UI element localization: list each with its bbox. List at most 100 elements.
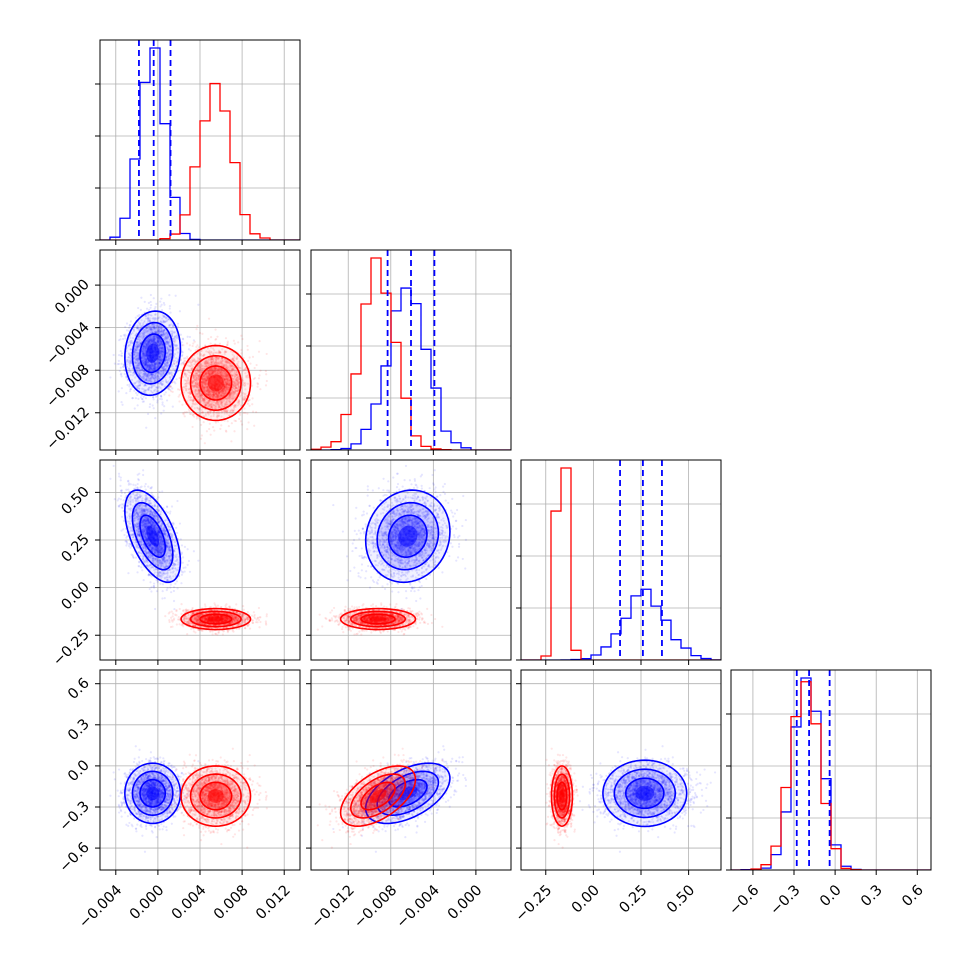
- scatter-point: [152, 339, 155, 342]
- scatter-point: [142, 334, 146, 337]
- scatter-point: [156, 389, 159, 393]
- scatter-point: [144, 364, 148, 367]
- scatter-point: [137, 397, 140, 400]
- scatter-point: [137, 329, 140, 332]
- scatter-point: [168, 294, 171, 297]
- scatter-point: [148, 366, 151, 369]
- scatter-point: [232, 366, 235, 369]
- scatter-point: [146, 372, 149, 376]
- scatter-point: [131, 331, 134, 335]
- scatter-point: [154, 313, 157, 316]
- scatter-point: [205, 430, 209, 433]
- scatter-point: [137, 351, 140, 354]
- scatter-point: [165, 317, 168, 320]
- scatter-point: [149, 376, 152, 380]
- scatter-point: [168, 357, 171, 360]
- scatter-point: [145, 361, 148, 365]
- scatter-point: [196, 324, 199, 327]
- scatter-point: [153, 379, 157, 383]
- scatter-point: [133, 357, 136, 360]
- scatter-point: [246, 374, 249, 377]
- scatter-point: [198, 418, 201, 421]
- scatter-point: [227, 425, 230, 428]
- scatter-point: [219, 394, 222, 397]
- scatter-point: [157, 375, 160, 378]
- scatter-point: [181, 561, 184, 564]
- scatter-point: [151, 364, 154, 367]
- scatter-point: [210, 372, 213, 376]
- scatter-point: [129, 356, 132, 359]
- scatter-point: [127, 367, 131, 370]
- scatter-point: [143, 360, 147, 363]
- scatter-point: [212, 391, 215, 394]
- scatter-point: [235, 373, 238, 376]
- scatter-point: [182, 344, 185, 347]
- scatter-point: [138, 364, 141, 367]
- scatter-point: [160, 352, 163, 356]
- scatter-point: [200, 367, 203, 371]
- scatter-point: [144, 352, 147, 355]
- scatter-point: [146, 375, 149, 378]
- scatter-point: [225, 430, 228, 433]
- scatter-point: [136, 338, 139, 341]
- scatter-point: [153, 324, 156, 327]
- scatter-point: [133, 350, 136, 353]
- scatter-point: [199, 437, 203, 440]
- scatter-point: [145, 375, 149, 378]
- scatter-point: [159, 359, 162, 362]
- scatter-point: [140, 325, 143, 328]
- scatter-point: [145, 347, 148, 350]
- scatter-point: [138, 339, 142, 342]
- scatter-point: [224, 382, 227, 385]
- scatter-point: [142, 369, 146, 372]
- scatter-point: [146, 337, 150, 341]
- scatter-point: [122, 365, 125, 368]
- scatter-point: [202, 374, 205, 377]
- scatter-point: [130, 362, 133, 365]
- scatter-point: [147, 317, 150, 320]
- scatter-point: [148, 339, 151, 342]
- scatter-point: [173, 335, 176, 338]
- scatter-point: [238, 400, 241, 403]
- scatter-point: [167, 357, 171, 360]
- scatter-point: [161, 372, 165, 375]
- scatter-point: [150, 376, 153, 379]
- scatter-point: [169, 586, 172, 589]
- scatter-point: [137, 361, 140, 364]
- scatter-point: [165, 316, 168, 319]
- scatter-point: [223, 378, 227, 381]
- scatter-point: [135, 358, 138, 361]
- scatter-point: [149, 339, 153, 343]
- scatter-point: [151, 364, 154, 367]
- histogram-red-p1: [100, 82, 300, 240]
- scatter-point: [137, 353, 140, 357]
- scatter-point: [166, 358, 170, 361]
- scatter-point: [132, 353, 136, 356]
- scatter-point: [154, 374, 157, 377]
- scatter-point: [166, 352, 169, 355]
- scatter-point: [138, 333, 142, 336]
- scatter-point: [164, 367, 167, 371]
- scatter-point: [138, 343, 141, 346]
- scatter-point: [214, 421, 218, 424]
- scatter-point: [191, 400, 195, 403]
- scatter-point: [179, 538, 182, 541]
- scatter-point: [141, 400, 144, 403]
- scatter-point: [186, 379, 189, 382]
- scatter-point: [167, 349, 171, 352]
- scatter-point: [149, 367, 152, 370]
- scatter-point: [238, 417, 241, 420]
- scatter-point: [144, 314, 148, 318]
- scatter-point: [152, 338, 156, 341]
- scatter-point: [161, 367, 165, 370]
- scatter-point: [137, 384, 140, 387]
- scatter-point: [221, 388, 224, 391]
- scatter-point: [156, 337, 160, 340]
- scatter-point: [149, 320, 152, 323]
- scatter-point: [168, 323, 171, 327]
- scatter-point: [147, 388, 150, 391]
- scatter-point: [147, 325, 150, 328]
- scatter-point: [175, 357, 178, 360]
- scatter-point: [163, 365, 166, 368]
- scatter-point: [152, 366, 156, 369]
